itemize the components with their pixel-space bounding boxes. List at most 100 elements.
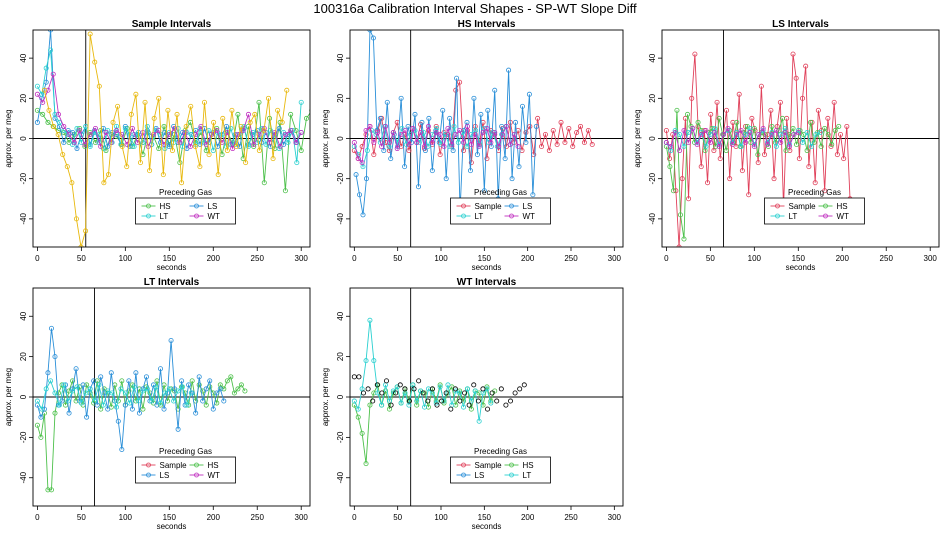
data-point: [82, 142, 88, 148]
data-point: [115, 418, 121, 424]
data-point: [386, 406, 392, 412]
data-point: [43, 65, 49, 71]
legend-box: [135, 456, 236, 484]
data-point: [410, 125, 416, 131]
data-point: [237, 144, 243, 150]
data-point: [158, 400, 164, 406]
data-point: [809, 119, 815, 125]
data-point: [442, 131, 448, 137]
series-line-hs: [353, 383, 496, 464]
data-point: [825, 115, 831, 121]
panel-title: WT Intervals: [457, 277, 517, 288]
legend-marker-sample: [146, 462, 151, 468]
data-point: [492, 129, 498, 135]
data-point: [162, 390, 168, 396]
data-point: [452, 386, 458, 392]
data-point: [379, 402, 385, 408]
legend-marker-hs: [823, 203, 828, 209]
data-point: [174, 111, 180, 117]
data-point: [98, 144, 104, 150]
data-point: [468, 398, 474, 404]
data-point: [245, 144, 251, 150]
data-point: [699, 131, 705, 137]
data-point: [61, 123, 67, 129]
data-point: [48, 325, 54, 331]
data-point: [83, 228, 89, 234]
y-tick-label: 20: [19, 352, 28, 361]
data-point: [755, 152, 761, 158]
data-point: [363, 176, 369, 182]
data-point: [397, 382, 403, 388]
data-point: [457, 79, 463, 85]
data-point: [126, 378, 132, 384]
data-point: [488, 140, 494, 146]
legend-label-hs: HS: [837, 202, 848, 211]
data-point: [91, 378, 97, 384]
data-point: [142, 99, 148, 105]
data-point: [667, 156, 673, 162]
legend-label-sample: Sample: [160, 461, 188, 470]
data-point: [739, 168, 745, 174]
data-point: [78, 400, 84, 406]
data-point: [445, 125, 451, 131]
data-point: [56, 402, 62, 408]
y-tick-label: 20: [336, 93, 345, 102]
data-point: [131, 384, 137, 390]
data-point: [844, 123, 850, 129]
data-point: [526, 91, 532, 97]
data-point: [686, 196, 692, 202]
data-point: [98, 406, 104, 412]
data-point: [298, 99, 304, 105]
data-point: [769, 131, 775, 137]
legend-label-hs: HS: [160, 202, 171, 211]
data-point: [511, 131, 517, 137]
data-point: [105, 172, 111, 178]
data-point: [760, 125, 766, 131]
legend-marker-sample: [461, 203, 466, 209]
data-point: [108, 370, 114, 376]
data-point: [69, 180, 75, 186]
data-point: [695, 119, 701, 125]
y-tick-label: 20: [648, 93, 657, 102]
data-point: [235, 111, 241, 117]
x-tick-label: 100: [748, 254, 762, 263]
data-point: [429, 140, 435, 146]
x-axis-label: seconds: [472, 263, 502, 272]
data-point: [787, 144, 793, 150]
data-point: [790, 125, 796, 131]
legend-label-hs: HS: [208, 461, 219, 470]
legend-label-ls: LS: [523, 202, 533, 211]
x-tick-label: 0: [35, 254, 40, 263]
data-point: [677, 212, 683, 218]
data-point: [692, 51, 698, 57]
data-point: [109, 390, 115, 396]
data-point: [535, 115, 541, 121]
panel-title: HS Intervals: [458, 19, 516, 30]
data-point: [496, 144, 502, 150]
legend: Preceding Gas HS LS LT WT: [135, 188, 236, 225]
data-point: [122, 402, 128, 408]
data-point: [507, 142, 513, 148]
plot-frame: [349, 29, 624, 248]
data-point: [161, 406, 167, 412]
data-point: [143, 374, 149, 380]
data-point: [681, 127, 687, 133]
data-point: [119, 446, 125, 452]
legend: Preceding Gas Sample LS LT WT: [450, 188, 551, 225]
y-tick-label: 0: [336, 136, 345, 141]
data-point: [793, 75, 799, 81]
data-point: [261, 180, 267, 186]
data-point: [412, 111, 418, 117]
data-point: [168, 337, 174, 343]
data-point: [503, 402, 509, 408]
data-point: [363, 127, 369, 133]
x-tick-label: 250: [880, 254, 894, 263]
data-point: [371, 358, 377, 364]
data-point: [503, 123, 509, 129]
x-tick-label: 300: [295, 513, 309, 522]
data-point: [94, 402, 100, 408]
data-point: [131, 144, 137, 150]
data-point: [206, 152, 212, 158]
data-point: [221, 398, 227, 404]
data-point: [71, 140, 77, 146]
